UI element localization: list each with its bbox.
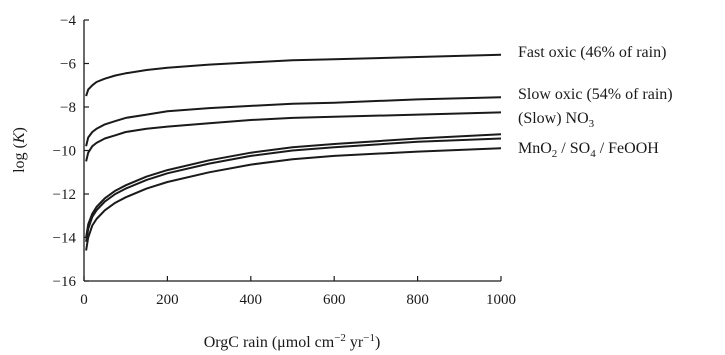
y-axis-title: log (K): [11, 127, 28, 173]
x-tick-label: 400: [240, 292, 263, 308]
label-slow-oxic: Slow oxic (54% of rain): [518, 86, 673, 103]
x-tick-label: 600: [323, 292, 346, 308]
y-tick-label: −10: [53, 144, 76, 160]
y-ticks: −16 −14 −12 −10 −8 −6 −4: [53, 13, 89, 290]
label-fast-oxic: Fast oxic (46% of rain): [518, 44, 666, 61]
x-tick-label: 0: [80, 292, 88, 308]
x-tick-label: 200: [156, 292, 179, 308]
series-line-feooh: [85, 147, 502, 251]
series-line-slow-no3: [85, 111, 502, 162]
x-ticks: 0 200 400 600 800 1000: [80, 276, 516, 308]
y-tick-label: −6: [60, 57, 76, 73]
y-tick-label: −8: [60, 100, 76, 116]
label-slow-no3: (Slow) NO3: [518, 110, 595, 130]
y-tick-label: −12: [53, 187, 76, 203]
x-axis-title: OrgC rain (μmol cm−2 yr−1): [204, 332, 381, 351]
x-tick-label: 1000: [486, 292, 516, 308]
x-tick-label: 800: [406, 292, 429, 308]
series-line-so4: [85, 137, 502, 242]
series-line-fast-oxic-46-of-rain: [85, 53, 502, 97]
y-tick-label: −16: [53, 274, 77, 290]
label-mno2-so4-feooh: MnO2 / SO4 / FeOOH: [518, 140, 659, 160]
y-tick-label: −4: [60, 13, 76, 29]
series-lines: [85, 53, 502, 251]
y-tick-label: −14: [53, 231, 77, 247]
series-line-mno2: [85, 133, 502, 238]
series-line-slow-oxic-54-of-rain: [85, 96, 502, 147]
